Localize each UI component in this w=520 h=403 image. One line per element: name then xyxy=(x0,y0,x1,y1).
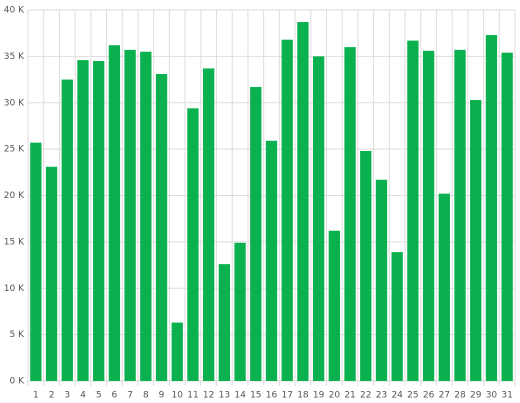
x-tick-label: 24 xyxy=(391,391,403,401)
bar xyxy=(454,49,466,381)
bar xyxy=(470,99,482,381)
bar xyxy=(360,150,372,381)
x-tick-label: 10 xyxy=(172,391,184,401)
bar xyxy=(187,108,199,381)
y-tick-label: 10 K xyxy=(4,284,25,294)
x-tick-label: 6 xyxy=(112,391,118,401)
x-tick-label: 30 xyxy=(486,391,498,401)
x-tick-label: 8 xyxy=(143,391,149,401)
x-tick-label: 31 xyxy=(501,391,512,401)
x-tick-label: 19 xyxy=(313,391,325,401)
x-tick-label: 3 xyxy=(64,391,70,401)
x-tick-label: 29 xyxy=(470,391,482,401)
x-tick-label: 2 xyxy=(49,391,55,401)
bar xyxy=(407,40,419,382)
bar xyxy=(30,142,42,381)
bar xyxy=(203,68,215,382)
bar xyxy=(391,252,403,381)
y-tick-label: 35 K xyxy=(4,52,25,62)
x-tick-label: 9 xyxy=(159,391,165,401)
bar xyxy=(375,179,388,381)
y-tick-label: 5 K xyxy=(10,330,26,340)
bar xyxy=(438,193,450,381)
bar xyxy=(155,73,168,381)
bar xyxy=(485,35,498,381)
y-tick-label: 20 K xyxy=(4,191,25,201)
bar xyxy=(108,45,121,382)
y-tick-label: 0 K xyxy=(10,377,26,387)
x-tick-label: 1 xyxy=(33,391,39,401)
bar xyxy=(124,49,136,381)
x-tick-label: 23 xyxy=(376,391,387,401)
y-tick-label: 15 K xyxy=(4,237,25,247)
bar xyxy=(265,140,278,381)
x-tick-label: 20 xyxy=(329,391,341,401)
x-tick-label: 11 xyxy=(187,391,198,401)
bar xyxy=(501,52,513,381)
bar xyxy=(77,60,89,382)
x-tick-label: 17 xyxy=(281,391,292,401)
x-tick-label: 13 xyxy=(219,391,230,401)
bar xyxy=(312,56,325,381)
x-tick-label: 18 xyxy=(297,391,309,401)
bar xyxy=(281,39,293,382)
bar xyxy=(171,322,183,381)
x-tick-label: 16 xyxy=(266,391,278,401)
x-tick-label: 22 xyxy=(360,391,371,401)
y-tick-label: 40 K xyxy=(4,6,25,16)
x-tick-label: 25 xyxy=(407,391,418,401)
x-tick-label: 26 xyxy=(423,391,435,401)
bar xyxy=(344,47,356,381)
x-tick-label: 28 xyxy=(454,391,466,401)
bar xyxy=(297,22,309,382)
x-tick-label: 14 xyxy=(234,391,246,401)
bar xyxy=(61,79,73,381)
x-tick-label: 12 xyxy=(203,391,214,401)
x-tick-label: 21 xyxy=(344,391,355,401)
x-tick-label: 7 xyxy=(127,391,133,401)
x-tick-label: 15 xyxy=(250,391,261,401)
bar xyxy=(93,61,105,381)
x-tick-label: 5 xyxy=(96,391,102,401)
bar xyxy=(250,86,262,382)
bar xyxy=(140,51,152,382)
bar xyxy=(328,230,340,381)
x-tick-label: 27 xyxy=(439,391,450,401)
bar xyxy=(234,242,246,381)
bar xyxy=(218,264,231,381)
y-tick-label: 25 K xyxy=(4,145,25,155)
bar xyxy=(422,50,435,382)
y-tick-label: 30 K xyxy=(4,98,25,108)
x-tick-label: 4 xyxy=(80,391,86,401)
bar xyxy=(45,166,58,381)
